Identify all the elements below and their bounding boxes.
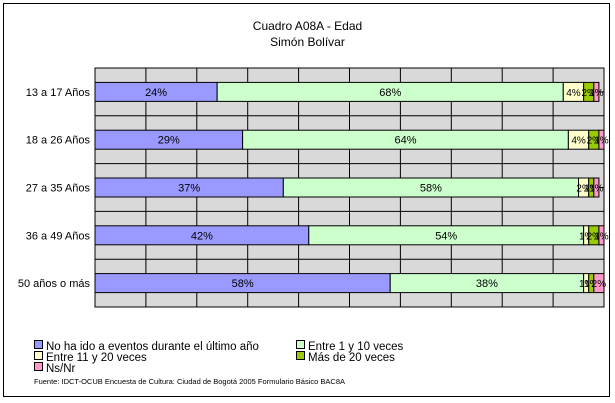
data-label: 58% xyxy=(232,278,254,290)
category-tick-label: 18 a 26 Años xyxy=(26,135,91,147)
legend-swatch-no-events xyxy=(34,340,43,349)
legend-swatch-11-20 xyxy=(34,351,43,360)
data-label: 2% xyxy=(592,279,607,290)
data-label: 2% xyxy=(587,136,602,147)
bar-segment xyxy=(598,225,605,246)
source-note: Fuente: IDCT-OCUB Encuesta de Cultura: C… xyxy=(34,377,345,386)
bar-segment xyxy=(598,129,605,150)
chart-title: Cuadro A08A - Edad xyxy=(252,19,363,33)
data-label: 29% xyxy=(158,135,180,147)
data-label: 38% xyxy=(476,278,498,290)
legend-label-11-20: Entre 11 y 20 veces xyxy=(46,352,147,364)
legend-item-more-20: Más de 20 veces xyxy=(296,351,395,364)
legend-label-more-20: Más de 20 veces xyxy=(308,352,395,364)
category-tick-label: 36 a 49 Años xyxy=(26,230,91,242)
data-label: 1% xyxy=(579,279,594,290)
data-label: 2% xyxy=(576,184,591,195)
bar-segment xyxy=(593,273,605,294)
data-label: 1% xyxy=(579,231,594,242)
legend-swatch-more-20 xyxy=(296,351,305,360)
data-label: 1% xyxy=(584,184,599,195)
category-tick-label: 13 a 17 Años xyxy=(26,87,91,99)
category-tick-label: 27 a 35 Años xyxy=(26,183,91,195)
data-label: 2% xyxy=(587,231,602,242)
data-label: 42% xyxy=(191,230,213,242)
data-label: 24% xyxy=(145,87,167,99)
bar-segment xyxy=(593,81,600,102)
legend-swatch-ns-nr xyxy=(34,362,43,371)
data-label: 4% xyxy=(571,136,586,147)
legend-item-ns-nr: Ns/Nr xyxy=(34,362,75,375)
legend-swatch-1-10 xyxy=(296,340,305,349)
legend-label-1-10: Entre 1 y 10 veces xyxy=(308,341,404,353)
data-label: 64% xyxy=(394,135,416,147)
data-label: 1% xyxy=(584,279,599,290)
data-label: 54% xyxy=(435,230,457,242)
bar-segment xyxy=(593,177,600,198)
data-label: 4% xyxy=(566,88,581,99)
data-label: 37% xyxy=(178,183,200,195)
data-label: 58% xyxy=(420,183,442,195)
chart-subtitle: Simón Bolívar xyxy=(270,35,345,49)
legend-label-ns-nr: Ns/Nr xyxy=(46,363,76,375)
data-label: 1% xyxy=(594,231,609,242)
legend-item-no-events: No ha ido a eventos durante el último añ… xyxy=(34,340,259,353)
data-label: 68% xyxy=(379,87,401,99)
data-label: 1% xyxy=(594,136,609,147)
data-label: 2% xyxy=(582,88,597,99)
data-label: 1% xyxy=(589,88,604,99)
legend-item-1-10: Entre 1 y 10 veces xyxy=(296,340,403,353)
category-tick-label: 50 años o más xyxy=(18,278,91,290)
legend-label-no-events: No ha ido a eventos durante el último añ… xyxy=(46,341,259,353)
legend-item-11-20: Entre 11 y 20 veces xyxy=(34,351,147,364)
data-label: 1% xyxy=(589,184,604,195)
